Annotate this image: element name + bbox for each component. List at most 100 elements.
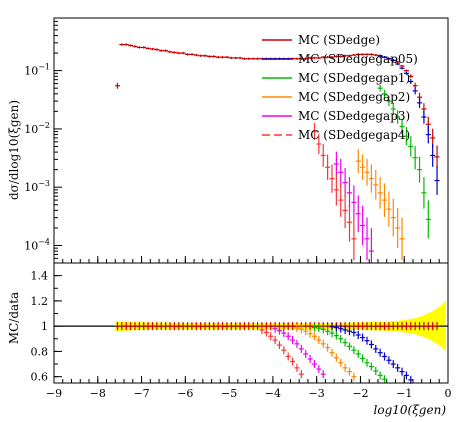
ratio-point-3 [316,336,322,345]
main-point-0 [408,74,414,79]
main-point-2 [412,146,418,170]
main-point-0 [434,145,440,169]
ratio-point-0 [360,322,366,331]
ratio-point-5 [298,370,304,379]
ratio-point-0 [145,322,151,331]
main-point-4 [360,205,366,246]
main-point-2 [390,103,396,115]
main-point-0 [342,54,348,57]
main-point-0 [303,57,309,60]
ratio-point-0 [246,322,252,331]
ratio-point-0 [408,322,414,331]
main-point-0 [255,57,261,60]
main-point-5 [316,134,322,155]
ratio-point-0 [176,322,182,331]
main-point-3 [382,183,388,217]
main-y-axis-label: dσ/dlog10(ξgen) [7,100,21,200]
ratio-point-4 [294,339,300,348]
main-point-0 [163,49,169,52]
main-point-5 [311,123,317,141]
main-point-0 [347,54,352,57]
legend-entry-label: MC (SDedgegap4) [298,128,410,142]
ratio-point-3 [320,339,326,348]
ratio-point-3 [329,348,335,357]
main-point-0 [250,57,256,60]
main-point-5 [320,144,326,167]
main-point-1 [399,67,405,70]
legend-entry-label: MC (SDedge) [298,33,380,47]
ratio-point-4 [281,329,287,338]
main-point-0 [176,51,182,55]
main-point-3 [377,176,383,209]
ratio-point-0 [412,322,418,331]
ratio-y-tick-label: 0.6 [31,371,49,384]
ratio-point-0 [386,322,392,331]
legend-entry-label: MC (SDedgegap1) [298,71,410,85]
ratio-point-0 [136,322,142,331]
ratio-point-3 [338,358,344,367]
main-point-5 [325,154,331,180]
ratio-point-3 [347,367,352,376]
main-point-0 [241,57,247,60]
main-point-1 [386,57,392,60]
main-point-0 [193,53,199,57]
legend-entry-label: MC (SDedgegap3) [298,109,410,123]
ratio-y-axis-label: MC/data [7,292,21,344]
data-marks [114,43,440,384]
main-point-0 [128,44,134,47]
x-tick-label: −5 [221,387,237,400]
ratio-point-1 [373,344,379,353]
main-point-0 [360,53,366,56]
ratio-point-3 [307,329,313,338]
ratio-point-0 [390,322,396,331]
main-point-0 [233,56,239,60]
main-point-1 [434,166,440,195]
main-point-4 [333,151,339,177]
main-point-0 [167,50,173,54]
main-point-4 [338,158,344,186]
ratio-point-1 [364,336,370,345]
main-point-5 [347,202,352,242]
x-tick-label: −3 [309,387,325,400]
ratio-point-0 [290,322,296,331]
main-point-0 [114,82,120,89]
ratio-point-0 [425,322,431,331]
ratio-point-0 [373,322,379,331]
main-point-0 [311,56,317,60]
ratio-point-0 [154,322,160,331]
ratio-point-2 [360,354,366,363]
main-point-0 [150,47,155,51]
ratio-point-0 [377,322,383,331]
main-point-0 [325,56,331,59]
ratio-point-2 [333,331,339,340]
ratio-point-1 [386,356,392,365]
ratio-point-5 [268,332,274,341]
main-point-0 [145,47,151,50]
main-point-4 [351,185,357,220]
ratio-point-5 [285,352,291,361]
ratio-point-0 [180,322,186,331]
ratio-point-0 [255,322,261,331]
ratio-point-0 [215,322,221,331]
main-point-0 [333,55,339,58]
x-tick-label: −9 [46,387,62,400]
ratio-point-2 [329,329,335,338]
ratio-point-0 [150,322,155,331]
ratio-point-0 [114,322,120,331]
ratio-point-1 [368,340,374,349]
main-point-0 [298,57,304,60]
main-point-0 [246,57,252,60]
ratio-point-2 [377,371,383,380]
panel-frames [53,17,449,384]
ratio-point-4 [303,349,309,358]
y-tick-label: 10−1 [24,63,50,78]
ratio-point-3 [351,372,357,381]
x-tick-label: 0 [445,387,452,400]
ratio-point-0 [403,322,409,331]
ratio-point-0 [434,322,440,331]
ratio-point-2 [368,362,374,371]
main-point-3 [373,169,379,200]
main-point-2 [377,84,383,92]
main-point-3 [399,217,405,261]
ratio-point-1 [390,360,396,369]
